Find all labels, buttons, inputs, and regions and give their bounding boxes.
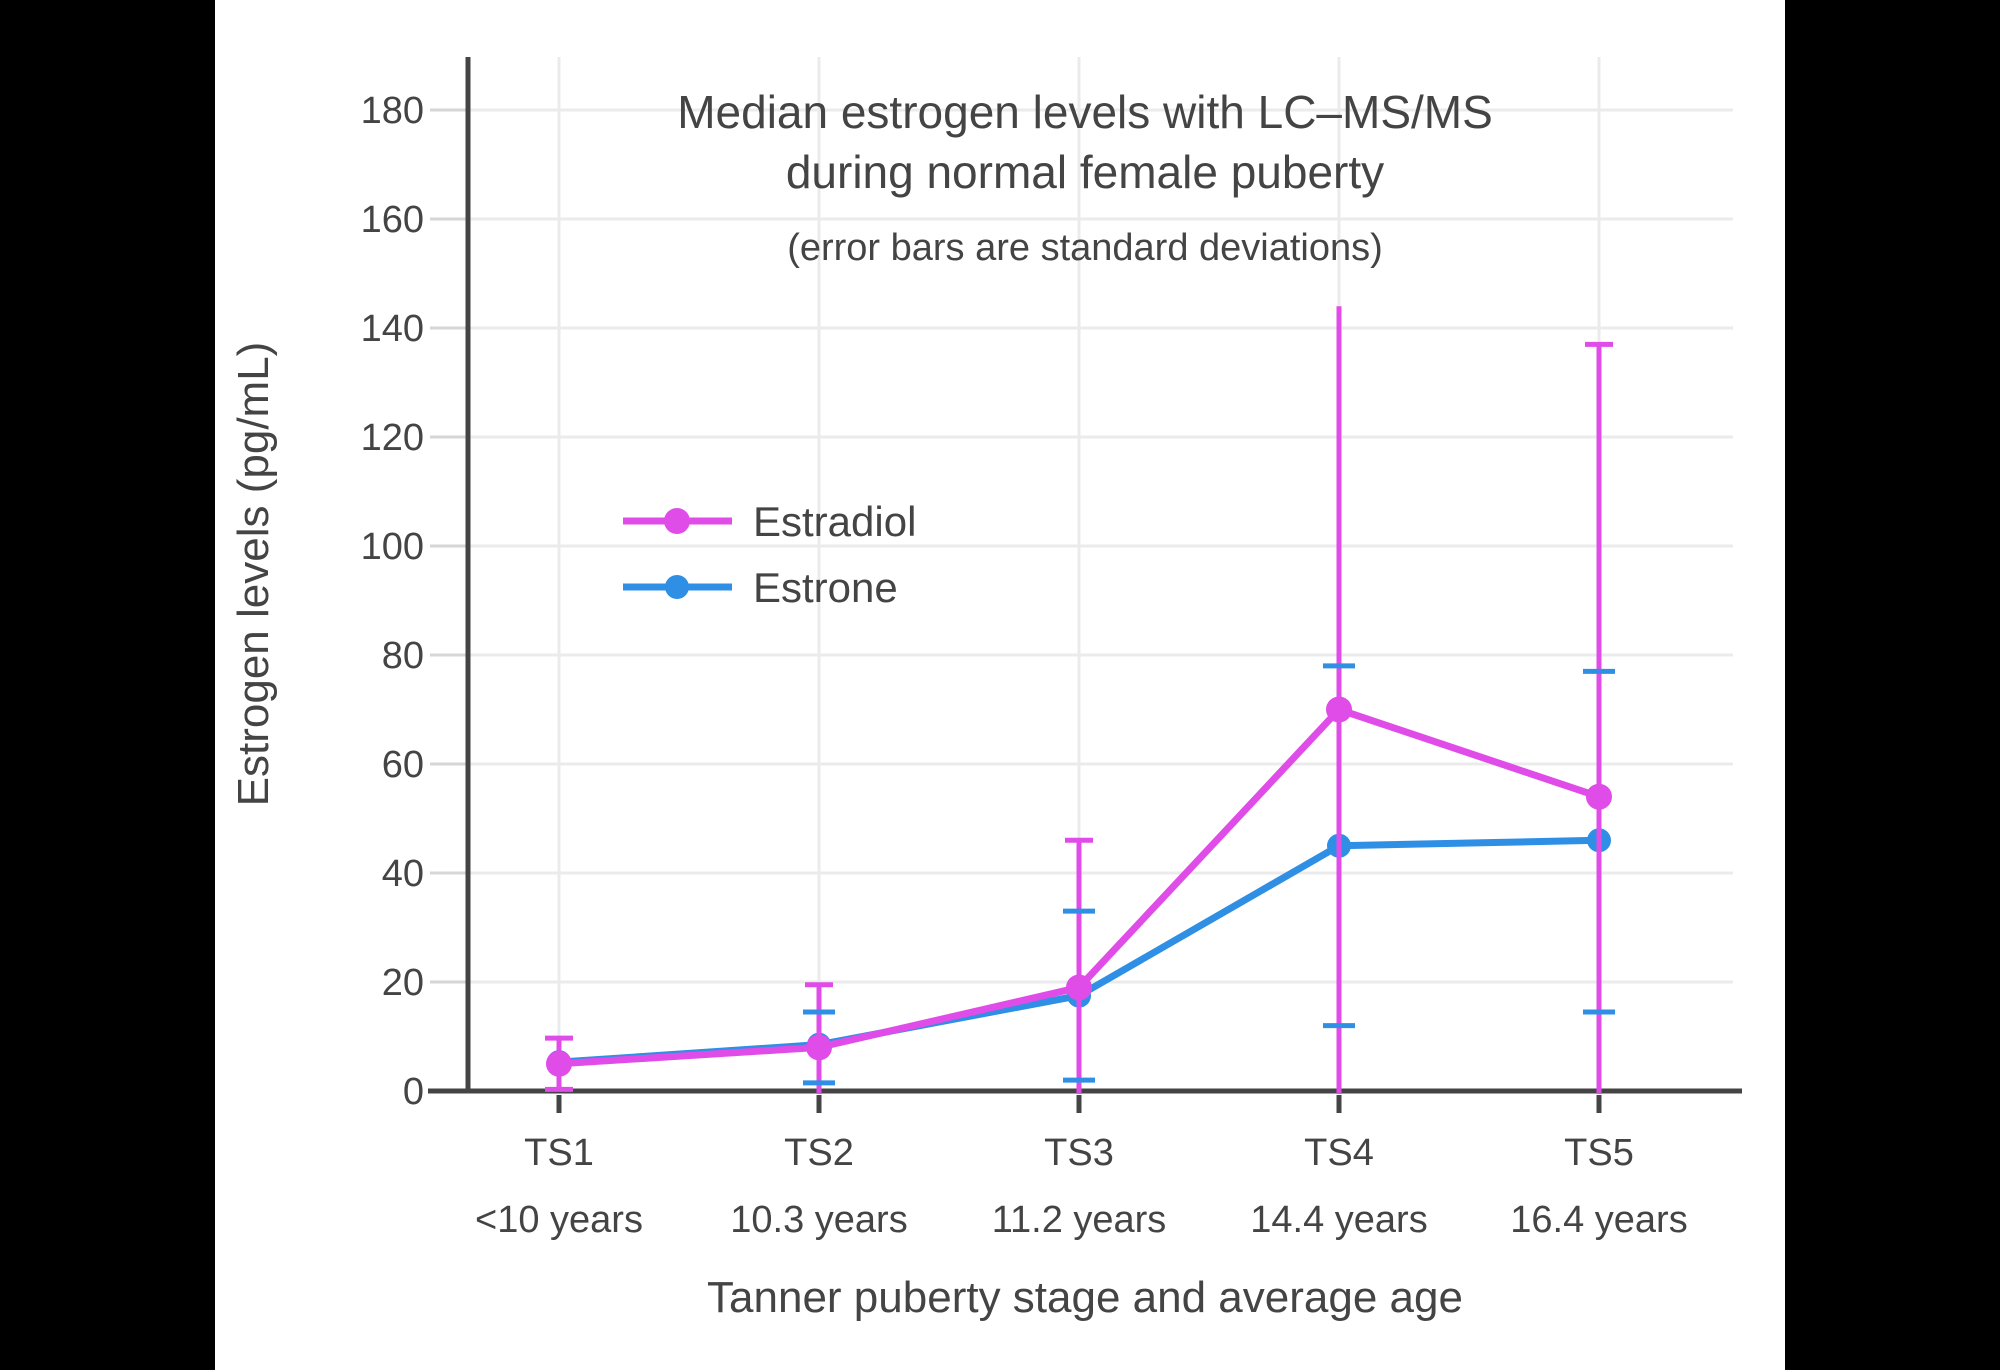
- axes: [428, 57, 1742, 1113]
- y-tick-label: 80: [382, 635, 424, 677]
- chart-panel: [215, 0, 1785, 1370]
- tick-labels: 0 20 40 60 80 100 120 140 160 180 TS1 <10 years TS2 1…: [361, 90, 1688, 1241]
- estradiol-marker: [1586, 783, 1612, 810]
- y-tick-label: 120: [361, 417, 424, 459]
- estradiol-marker: [546, 1050, 572, 1077]
- x-tick-sublabel: 16.4 years: [1510, 1199, 1687, 1241]
- x-tick-label: TS4: [1304, 1132, 1374, 1174]
- legend-marker-estrone: [665, 575, 689, 599]
- legend-label-estrone: Estrone: [753, 564, 898, 611]
- y-tick-label: 0: [403, 1071, 424, 1113]
- y-axis-title: Estrogen levels (pg/mL): [229, 342, 278, 807]
- y-tick-label: 160: [361, 199, 424, 241]
- y-tick-label: 180: [361, 90, 424, 132]
- x-axis-title: Tanner puberty stage and average age: [707, 1273, 1463, 1322]
- estradiol-marker: [1326, 696, 1352, 723]
- legend-item-estrone: Estrone: [623, 564, 898, 611]
- chart-title-line2: during normal female puberty: [786, 146, 1384, 198]
- estradiol-marker: [1066, 974, 1092, 1001]
- legend-marker-estradiol: [664, 508, 690, 534]
- x-tick-label: TS1: [524, 1132, 594, 1174]
- x-tick-sublabel: <10 years: [475, 1199, 643, 1241]
- y-tick-label: 40: [382, 853, 424, 895]
- y-tick-label: 140: [361, 308, 424, 350]
- estradiol-marker: [806, 1034, 832, 1061]
- y-tick-label: 20: [382, 962, 424, 1004]
- x-tick-label: TS3: [1044, 1132, 1114, 1174]
- x-tick-sublabel: 10.3 years: [730, 1199, 907, 1241]
- x-tick-sublabel: 14.4 years: [1250, 1199, 1427, 1241]
- y-tick-label: 100: [361, 526, 424, 568]
- x-tick-label: TS2: [784, 1132, 854, 1174]
- x-tick-sublabel: 11.2 years: [992, 1199, 1167, 1241]
- y-tick-label: 60: [382, 744, 424, 786]
- chart-subtitle: (error bars are standard deviations): [787, 227, 1383, 269]
- legend: Estradiol Estrone: [623, 498, 916, 611]
- chart-title-line1: Median estrogen levels with LC–MS/MS: [677, 86, 1493, 138]
- legend-item-estradiol: Estradiol: [623, 498, 916, 545]
- legend-label-estradiol: Estradiol: [753, 498, 916, 545]
- data-series: [545, 306, 1615, 1094]
- x-tick-label: TS5: [1564, 1132, 1634, 1174]
